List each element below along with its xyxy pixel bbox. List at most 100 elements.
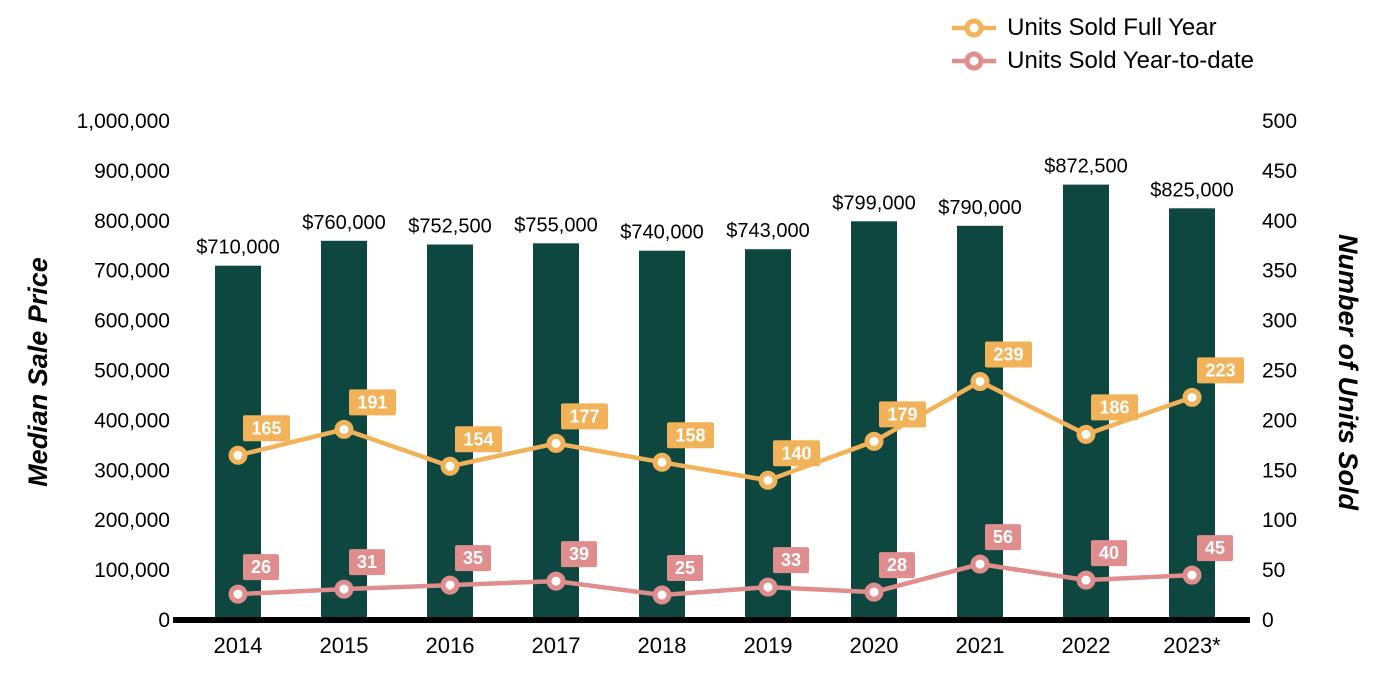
legend: Units Sold Full Year Units Sold Year-to-… [951, 14, 1254, 75]
right-axis-tick: 400 [1262, 210, 1297, 233]
x-axis-label: 2018 [638, 633, 687, 658]
line-value-label-box [455, 426, 502, 453]
line-marker [758, 577, 778, 597]
line-marker [440, 456, 460, 476]
line-value-label: 154 [463, 429, 493, 449]
x-axis-label: 2016 [426, 633, 475, 658]
line-marker [440, 575, 460, 595]
bar-value-label: $755,000 [514, 214, 597, 236]
x-axis-label: 2023* [1163, 633, 1221, 658]
left-axis-tick: 100,000 [94, 559, 170, 582]
right-axis-tick: 100 [1262, 509, 1297, 532]
legend-item-full-year: Units Sold Full Year [951, 14, 1254, 42]
line-value-label-box [667, 422, 714, 449]
x-axis-label: 2015 [320, 633, 369, 658]
right-axis-tick: 450 [1262, 160, 1297, 183]
bar-value-label: $872,500 [1044, 156, 1127, 178]
x-axis-label: 2014 [214, 633, 263, 658]
line-value-label-box [985, 341, 1032, 368]
line-value-label: 223 [1205, 360, 1235, 380]
left-axis-tick: 900,000 [94, 160, 170, 183]
line-marker [970, 554, 990, 574]
line-marker [1182, 387, 1202, 407]
bar-2021 [957, 225, 1003, 621]
line-marker [334, 419, 354, 439]
left-axis-tick: 1,000,000 [77, 110, 170, 133]
bar-value-label: $825,000 [1150, 179, 1233, 201]
line-marker [1076, 570, 1096, 590]
x-axis-line [173, 617, 1250, 623]
line-value-label-box [773, 440, 820, 467]
line-value-label: 140 [781, 443, 811, 463]
line-marker [546, 571, 566, 591]
line-value-label: 35 [463, 548, 483, 568]
line-value-label: 26 [251, 557, 271, 577]
bar-value-label: $790,000 [938, 197, 1021, 219]
left-axis-tick: 200,000 [94, 509, 170, 532]
line-value-label-box [879, 401, 926, 428]
line-value-label: 25 [675, 558, 695, 578]
line-marker [970, 372, 990, 391]
legend-label: Units Sold Year-to-date [1007, 47, 1254, 74]
line-value-label-box [243, 415, 290, 442]
line-marker [864, 431, 884, 451]
bar-value-label: $760,000 [302, 212, 385, 234]
right-axis-tick: 250 [1262, 360, 1297, 383]
x-axis-label: 2017 [532, 633, 581, 658]
line-units-sold-year-to-date [237, 561, 1193, 598]
legend-label: Units Sold Full Year [1007, 14, 1217, 41]
bar-value-label: $752,500 [408, 216, 491, 238]
line-marker [334, 579, 354, 599]
line-value-label: 39 [569, 544, 589, 564]
left-axis-tick: 0 [158, 609, 170, 632]
line-marker-icon [951, 48, 997, 74]
line-value-label-box [1197, 535, 1233, 562]
line-value-label-box [1197, 357, 1244, 384]
legend-item-year-to-date: Units Sold Year-to-date [951, 47, 1254, 75]
line-value-label: 239 [993, 345, 1023, 365]
left-axis-tick: 300,000 [94, 459, 170, 482]
line-value-label-box [879, 552, 915, 579]
line-value-label: 158 [675, 425, 705, 445]
line-value-label-box [1091, 540, 1127, 567]
line-value-label: 191 [357, 392, 387, 412]
line-marker [546, 433, 566, 453]
line-marker [228, 584, 248, 604]
line-value-label: 56 [993, 527, 1013, 547]
line-value-label-box [667, 555, 703, 581]
right-axis-tick: 200 [1262, 409, 1297, 432]
x-axis-label: 2021 [956, 633, 1005, 658]
line-marker-icon [951, 15, 997, 41]
line-marker [652, 585, 672, 605]
line-value-label-box [349, 389, 396, 416]
right-axis-tick: 300 [1262, 310, 1297, 333]
right-axis-tick: 50 [1262, 559, 1285, 582]
x-axis-label: 2020 [850, 633, 899, 658]
bar-value-label: $743,000 [726, 220, 809, 242]
line-value-label: 40 [1099, 543, 1119, 563]
right-axis-tick: 350 [1262, 260, 1297, 283]
line-value-label: 179 [887, 404, 917, 424]
left-axis-tick: 800,000 [94, 210, 170, 233]
line-units-sold-full-year [237, 378, 1193, 483]
line-value-label-box [561, 541, 597, 568]
line-value-label: 45 [1205, 538, 1225, 558]
line-value-label: 31 [357, 552, 377, 572]
line-value-label-box [773, 547, 809, 574]
line-value-label: 165 [251, 418, 281, 438]
left-axis-tick: 500,000 [94, 360, 170, 383]
x-axis-label: 2022 [1062, 633, 1111, 658]
line-marker [652, 452, 672, 472]
line-value-label-box [985, 524, 1021, 551]
line-marker [1076, 424, 1096, 444]
right-axis-tick: 150 [1262, 459, 1297, 482]
left-axis-tick: 400,000 [94, 409, 170, 432]
left-axis-tick: 600,000 [94, 310, 170, 333]
line-value-label-box [561, 403, 608, 430]
line-marker [1182, 565, 1202, 585]
line-value-label: 177 [569, 406, 599, 426]
line-marker [864, 582, 884, 602]
line-value-label-box [349, 549, 385, 576]
